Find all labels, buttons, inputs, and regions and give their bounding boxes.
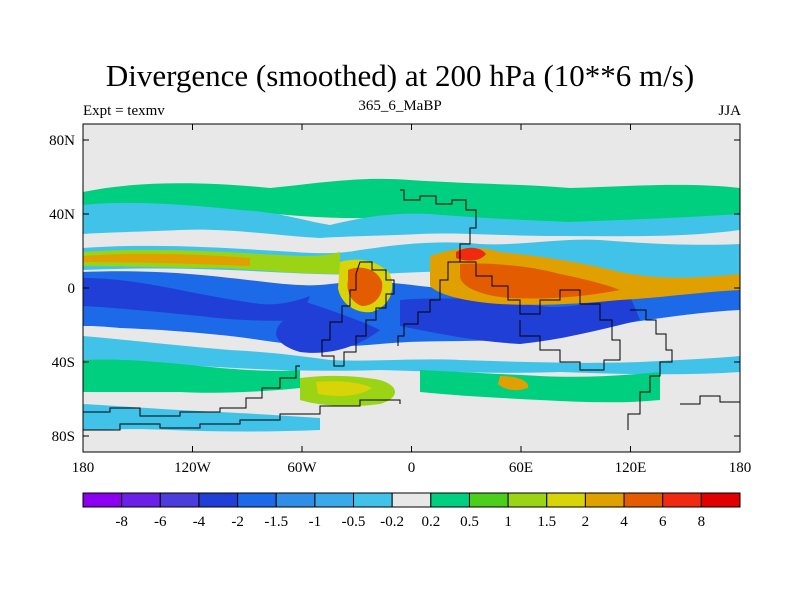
coastline-south-america xyxy=(321,261,395,367)
colorbar-swatch xyxy=(700,492,741,508)
period-label: 365_6_MaBP xyxy=(358,98,442,114)
colorbar-swatch xyxy=(507,492,548,508)
season-label: JJA xyxy=(718,103,741,119)
colorbar-label: -0.2 xyxy=(380,514,404,530)
colorbar-swatch xyxy=(430,492,470,508)
lon-tick-label: 180 xyxy=(72,460,95,476)
colorbar-label: 1.5 xyxy=(537,514,556,530)
coastline-antarctica-w xyxy=(83,365,300,417)
coastline-antarctica-main xyxy=(83,399,401,431)
experiment-label: Expt = texmv xyxy=(83,103,165,119)
colorbar-label: -6 xyxy=(154,514,167,530)
colorbar-swatch xyxy=(391,492,432,508)
colorbar-label: -0.5 xyxy=(342,514,366,530)
colorbar-swatch xyxy=(121,492,161,508)
colorbar-swatch xyxy=(314,492,355,508)
southern-green-e xyxy=(420,370,660,403)
southern-orange xyxy=(498,376,529,391)
band-north-green xyxy=(83,178,740,225)
band-trop-orange-w xyxy=(83,253,250,266)
colorbar: -8 -6 -4 -2 -1.5 -1 -0.5 -0.2 0.2 0.5 1 1.5 2 4 6 8 xyxy=(82,492,741,530)
southern-green-w xyxy=(83,359,300,393)
colorbar-swatch xyxy=(662,492,702,508)
equatorial-darkblue-sa xyxy=(276,300,380,353)
southern-yellow xyxy=(316,381,372,396)
colorbar-label: -8 xyxy=(115,514,128,530)
lon-ticks: 180 120W 60W 0 60E 120E 180 xyxy=(72,124,752,476)
colorbar-label: 2 xyxy=(582,514,590,530)
lon-tick-label: 60E xyxy=(509,460,533,476)
lat-tick-label: 0 xyxy=(68,281,76,297)
band-north-cyan xyxy=(83,202,740,238)
coastline-australia xyxy=(627,309,673,430)
colorbar-label: -1.5 xyxy=(264,514,288,530)
colorbar-swatch xyxy=(546,492,586,508)
colorbar-swatch xyxy=(198,492,239,508)
lat-ticks: 80N 40N 0 40S 80S xyxy=(49,133,740,445)
lon-tick-label: 120E xyxy=(615,460,647,476)
colorbar-label: 4 xyxy=(620,514,628,530)
colorbar-label: 1 xyxy=(504,514,512,530)
colorbar-swatch xyxy=(82,492,123,508)
colorbar-swatch xyxy=(584,492,625,508)
coastline-antarctica-e xyxy=(680,395,740,405)
colorbar-swatch xyxy=(623,492,664,508)
colorbar-label: 0.5 xyxy=(460,514,479,530)
lon-tick-label: 0 xyxy=(408,460,416,476)
colorbar-swatch xyxy=(353,492,393,508)
colorbar-swatch xyxy=(159,492,200,508)
lon-tick-label: 60W xyxy=(287,460,317,476)
colorbar-label: -1 xyxy=(309,514,322,530)
colorbar-label: 0.2 xyxy=(421,514,440,530)
colorbar-label: -2 xyxy=(231,514,244,530)
lat-tick-label: 80N xyxy=(49,133,75,149)
lon-tick-label: 120W xyxy=(174,460,212,476)
map-field xyxy=(83,124,740,452)
colorbar-swatch xyxy=(237,492,277,508)
colorbar-swatch xyxy=(468,492,509,508)
colorbar-label: -4 xyxy=(193,514,206,530)
chart-title: Divergence (smoothed) at 200 hPa (10**6 … xyxy=(105,58,695,93)
coastlines xyxy=(83,189,740,431)
east-africa-red xyxy=(456,247,486,261)
colorbar-swatch xyxy=(275,492,316,508)
coastline-europe-africa xyxy=(397,189,477,346)
lat-tick-label: 80S xyxy=(52,429,75,445)
lat-tick-label: 40S xyxy=(52,355,75,371)
far-south-cyan xyxy=(83,404,320,432)
equatorial-darkblue-w xyxy=(83,278,310,321)
colorbar-label: 8 xyxy=(698,514,706,530)
colorbar-label: 6 xyxy=(659,514,667,530)
lon-tick-label: 180 xyxy=(729,460,752,476)
lat-tick-label: 40N xyxy=(49,207,75,223)
southern-cyan-band xyxy=(83,336,740,375)
coastline-asia-africa-east xyxy=(460,261,621,371)
